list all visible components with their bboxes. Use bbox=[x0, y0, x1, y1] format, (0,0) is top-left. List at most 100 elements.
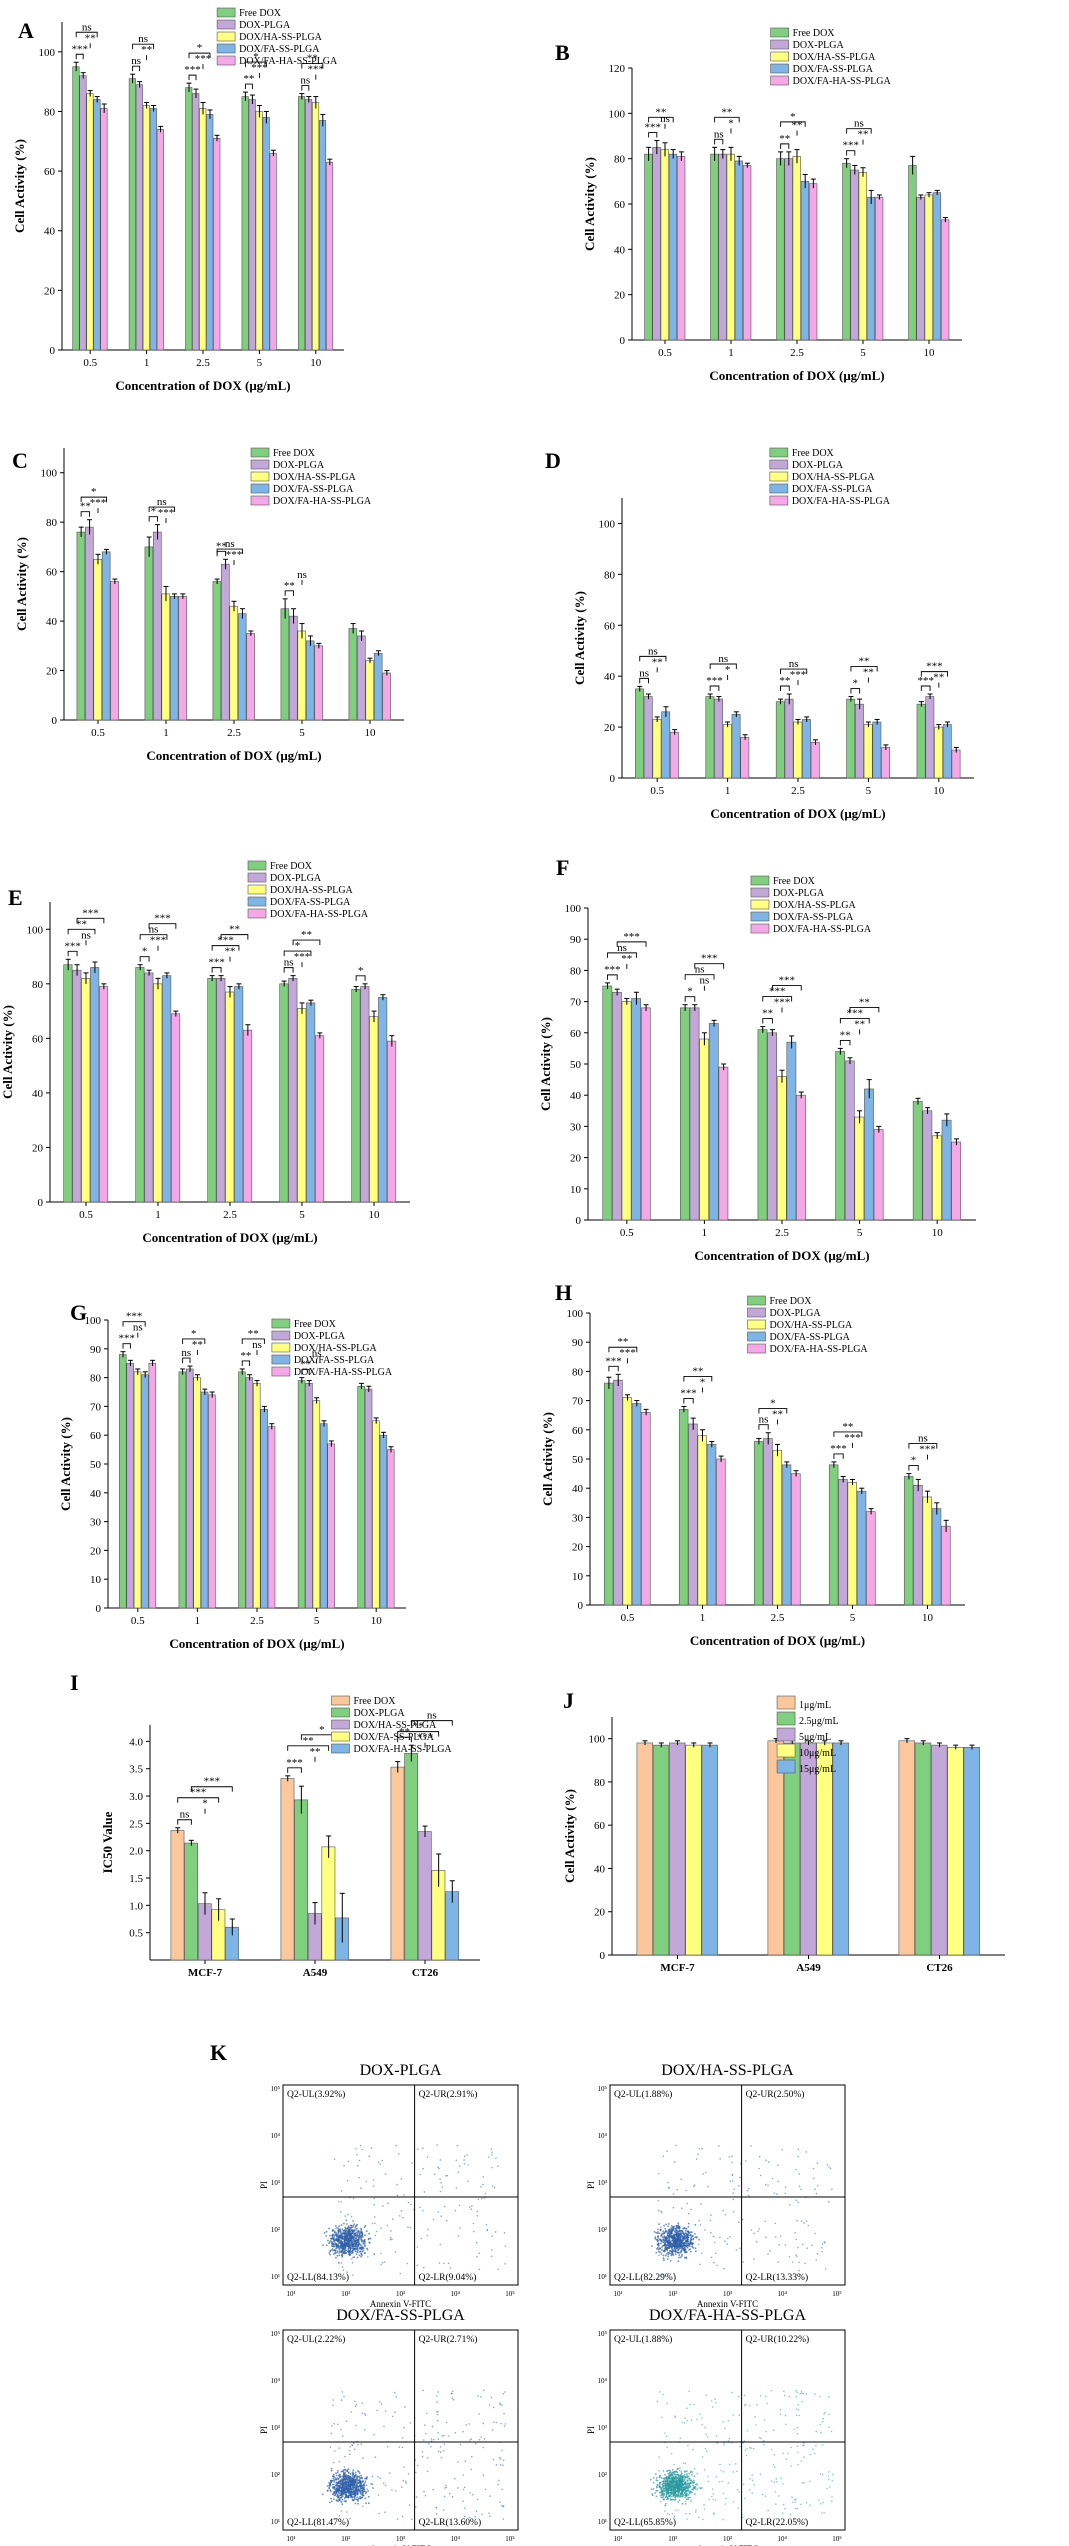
flow-event bbox=[694, 2223, 697, 2226]
bar bbox=[237, 613, 247, 721]
bar bbox=[156, 129, 164, 351]
flow-event bbox=[464, 2460, 467, 2462]
flow-event bbox=[362, 2484, 365, 2487]
flow-event bbox=[363, 2226, 366, 2229]
flow-event bbox=[414, 2506, 417, 2508]
flow-event bbox=[329, 2479, 332, 2482]
flow-event bbox=[328, 2241, 331, 2244]
flow-event bbox=[787, 2452, 789, 2455]
flow-event bbox=[722, 2492, 725, 2495]
flow-event bbox=[665, 2493, 668, 2496]
y-tick-label: 10 bbox=[90, 1574, 102, 1586]
flow-event bbox=[457, 2171, 460, 2174]
y-tick-label: 0 bbox=[38, 1197, 44, 1209]
significance-label: ns bbox=[81, 929, 91, 941]
flow-event bbox=[370, 2147, 373, 2149]
flow-event bbox=[352, 2249, 354, 2252]
flow-event bbox=[686, 2475, 689, 2478]
bar bbox=[161, 593, 171, 721]
flow-event bbox=[732, 2192, 734, 2194]
flow-event bbox=[362, 2242, 364, 2245]
flow-event bbox=[377, 2475, 379, 2478]
bar bbox=[297, 1380, 306, 1609]
flow-event bbox=[652, 2477, 655, 2479]
y-tick-label: 0 bbox=[610, 773, 616, 785]
flow-event bbox=[454, 2477, 456, 2480]
bar bbox=[772, 1449, 782, 1606]
legend-label: 15μg/mL bbox=[799, 1764, 836, 1775]
y-tick-label: 80 bbox=[594, 1777, 606, 1789]
flow-event bbox=[831, 2496, 833, 2498]
x-tick-label: 2.5 bbox=[771, 1612, 785, 1624]
significance-bracket bbox=[648, 116, 674, 123]
flow-event bbox=[668, 2238, 671, 2241]
flow-event bbox=[753, 2258, 755, 2260]
flow-event bbox=[381, 2159, 383, 2162]
flow-event bbox=[351, 2486, 354, 2489]
significance-label: * bbox=[700, 1376, 706, 1388]
flow-event bbox=[678, 2229, 681, 2232]
flow-event bbox=[745, 2160, 747, 2162]
flow-event bbox=[358, 2476, 361, 2479]
flow-event bbox=[351, 2443, 353, 2446]
flow-event bbox=[782, 2452, 785, 2454]
flow-event bbox=[674, 2253, 677, 2256]
flow-event bbox=[657, 2236, 660, 2239]
flow-event bbox=[482, 2389, 485, 2392]
flow-event bbox=[338, 2461, 341, 2463]
significance-label: ** bbox=[863, 667, 874, 679]
flow-event bbox=[353, 2496, 356, 2498]
flow-event bbox=[423, 2439, 425, 2441]
flow-event bbox=[333, 2498, 335, 2501]
flow-event bbox=[345, 2488, 347, 2491]
flow-event bbox=[340, 2428, 342, 2431]
bar bbox=[206, 114, 214, 351]
bar bbox=[685, 1744, 702, 1956]
panel-label: D bbox=[545, 448, 561, 473]
flow-event bbox=[758, 2155, 761, 2158]
flow-event bbox=[337, 2238, 340, 2240]
flow-event bbox=[411, 2518, 413, 2521]
flow-event bbox=[340, 2245, 342, 2248]
flow-event bbox=[436, 2395, 438, 2397]
flow-event bbox=[661, 2273, 664, 2276]
flow-event bbox=[349, 2482, 352, 2485]
significance-bracket bbox=[283, 967, 294, 973]
bar bbox=[72, 66, 80, 351]
bar bbox=[881, 747, 891, 779]
flow-event bbox=[380, 2403, 383, 2405]
flow-event bbox=[822, 2501, 824, 2504]
flow-event bbox=[660, 2477, 663, 2479]
flow-event bbox=[325, 2244, 328, 2247]
flow-event bbox=[340, 2510, 343, 2512]
significance-label: ns bbox=[714, 128, 724, 140]
significance-label: ns bbox=[789, 658, 799, 670]
flow-event bbox=[735, 2249, 738, 2251]
y-tick-label: 90 bbox=[90, 1344, 102, 1356]
legend-swatch bbox=[216, 55, 236, 66]
flow-event bbox=[345, 2485, 347, 2488]
bar bbox=[908, 165, 917, 341]
flow-event bbox=[344, 2478, 346, 2480]
flow-event bbox=[360, 2482, 362, 2485]
significance-label: ** bbox=[840, 1029, 851, 1041]
bar bbox=[922, 1110, 933, 1221]
significance-label: ns bbox=[284, 957, 294, 969]
flow-event bbox=[407, 2226, 409, 2228]
flow-event bbox=[342, 2469, 345, 2472]
y-tick-label: 3.5 bbox=[129, 1764, 143, 1776]
bar bbox=[141, 1374, 149, 1609]
flow-event bbox=[339, 2242, 342, 2245]
bar bbox=[90, 967, 100, 1203]
flow-event bbox=[333, 2235, 336, 2237]
flow-event bbox=[763, 2443, 765, 2446]
flow-event bbox=[672, 2254, 675, 2257]
flow-event bbox=[663, 2259, 665, 2262]
flow-event bbox=[675, 2225, 678, 2228]
flow-event bbox=[402, 2216, 404, 2219]
flow-event bbox=[342, 2248, 345, 2250]
legend-swatch bbox=[331, 1719, 350, 1730]
flow-event bbox=[660, 2489, 663, 2491]
flow-event bbox=[739, 2176, 741, 2179]
